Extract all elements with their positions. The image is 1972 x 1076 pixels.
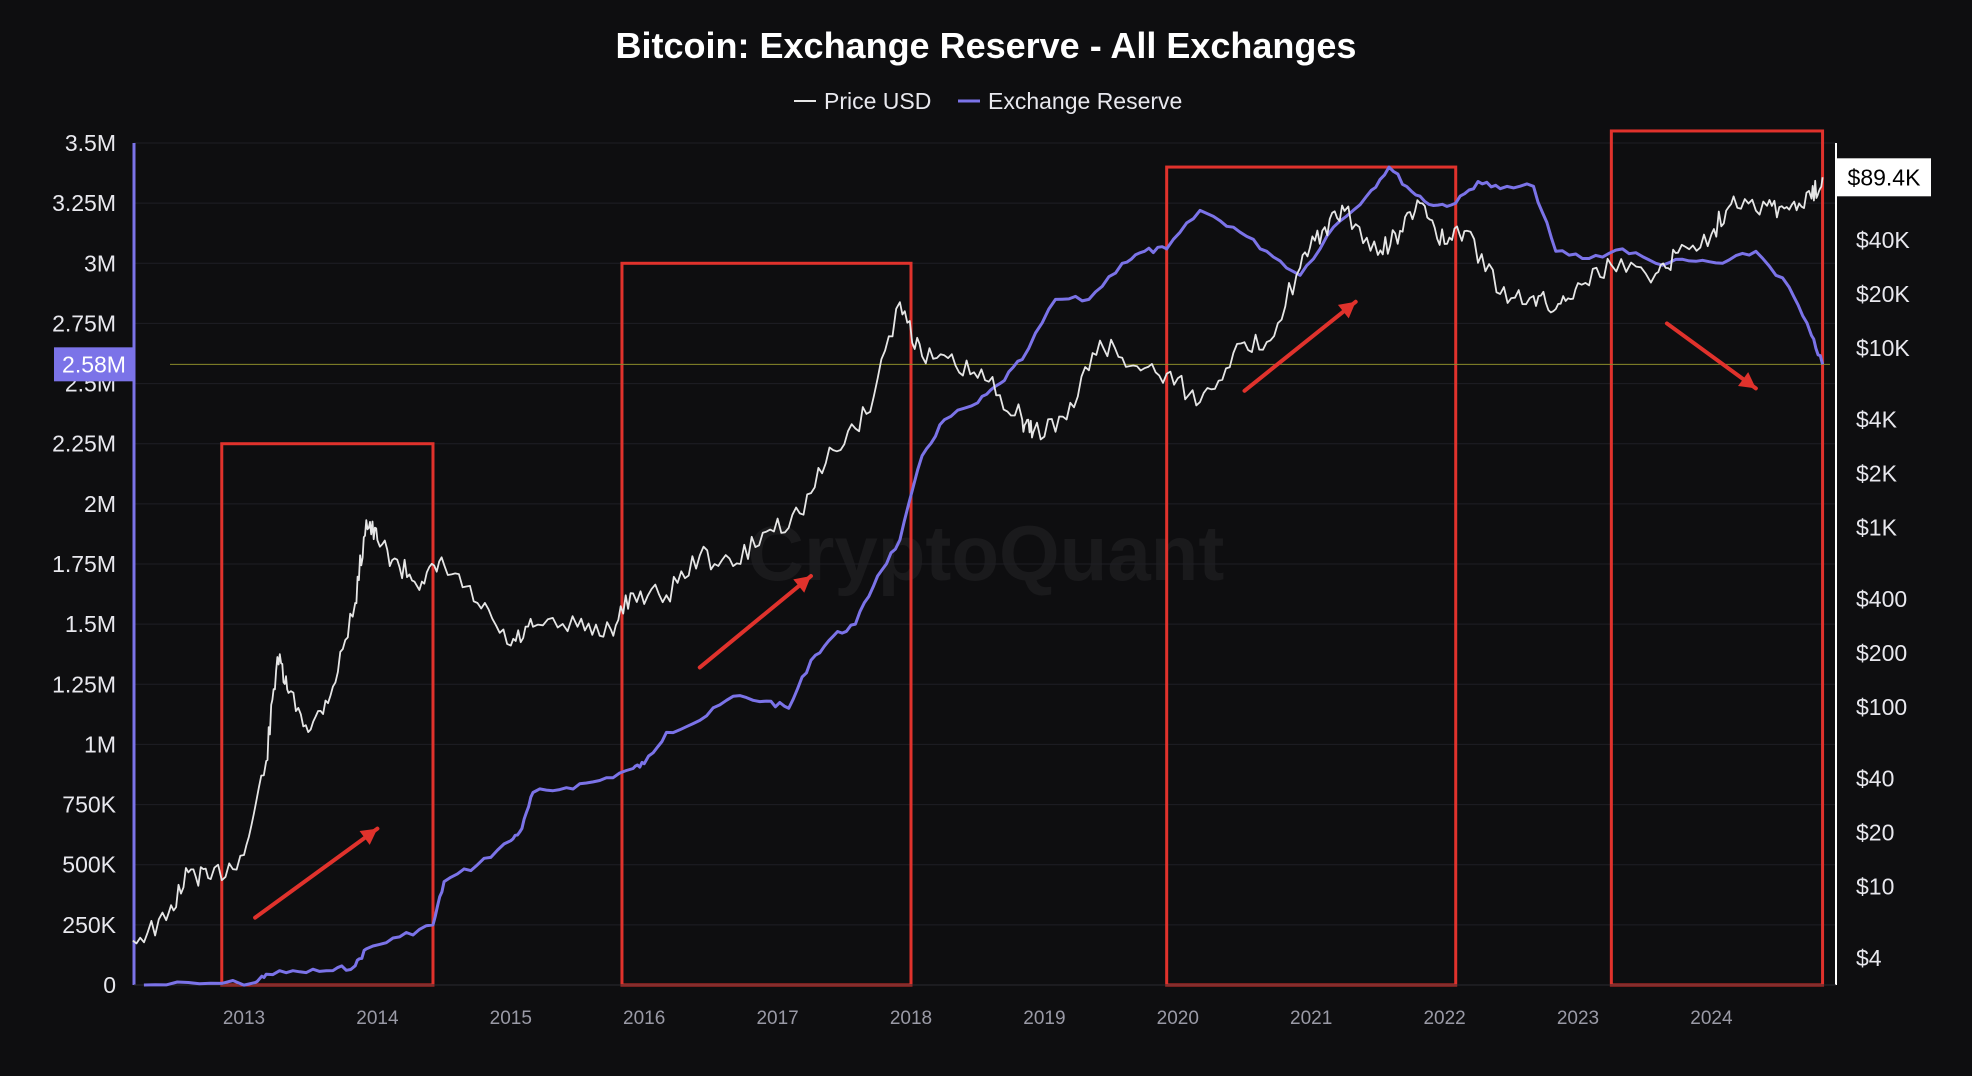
trend-arrows	[253, 299, 1758, 920]
arrow-head	[793, 576, 811, 593]
arrow-head	[359, 828, 378, 845]
right-axis-tick-label: $20	[1856, 820, 1894, 846]
right-axis-tick-label: $1K	[1856, 515, 1898, 541]
left-axis-tick-label: 3.25M	[52, 190, 116, 216]
left-axis-tick-label: 1M	[84, 731, 116, 757]
x-axis-ticks: 2013 2014 2015 2016 2017 2018 2019 2020 2021 2022…	[223, 1008, 1733, 1029]
arrow-shaft	[697, 574, 813, 670]
arrow-shaft	[1664, 321, 1758, 391]
left-axis-tick-label: 750K	[62, 792, 116, 818]
left-axis-tick-label: 1.5M	[65, 611, 116, 637]
x-axis-tick-label: 2014	[356, 1008, 399, 1029]
left-axis-tick-label: 2M	[84, 491, 116, 517]
chart-title: Bitcoin: Exchange Reserve - All Exchange…	[616, 25, 1357, 66]
legend-label-price[interactable]: Price USD	[824, 88, 931, 114]
left-badge-background	[54, 347, 134, 382]
x-axis-tick-label: 2023	[1557, 1008, 1599, 1029]
right-axis-tick-label: $40K	[1856, 227, 1910, 253]
x-axis-tick-label: 2019	[1023, 1008, 1065, 1029]
x-axis-tick-label: 2015	[490, 1008, 532, 1029]
x-axis-tick-label: 2020	[1157, 1008, 1199, 1029]
left-axis-tick-label: 2.75M	[52, 310, 116, 336]
arrow-head	[1337, 301, 1356, 319]
x-axis-tick-label: 2021	[1290, 1008, 1332, 1029]
left-axis-tick-label: 1.75M	[52, 551, 116, 577]
x-axis-tick-label: 2013	[223, 1008, 265, 1029]
left-axis-tick-label: 3.5M	[65, 130, 116, 156]
arrow-shaft	[253, 826, 380, 920]
right-axis-tick-label: $200	[1856, 640, 1907, 666]
x-axis-tick-label: 2024	[1690, 1008, 1733, 1029]
trend-arrow-up	[1242, 299, 1358, 393]
right-axis-tick-label: $4K	[1856, 407, 1898, 433]
right-axis-tick-label: $100	[1856, 694, 1907, 720]
right-current-value-badge: $89.4K	[1837, 158, 1931, 197]
right-axis-tick-label: $20K	[1856, 281, 1910, 307]
right-badge-background	[1837, 158, 1931, 197]
x-axis-tick-label: 2018	[890, 1008, 932, 1029]
left-axis-ticks: 0250K500K750K1M1.25M1.5M1.75M2M2.25M2.5M…	[52, 130, 117, 998]
right-badge-label: $89.4K	[1848, 164, 1922, 190]
series-line-exchange-reserve	[143, 165, 1825, 987]
right-axis-tick-label: $400	[1856, 586, 1907, 612]
x-axis-tick-label: 2017	[756, 1008, 798, 1029]
right-axis-ticks: $4 $10 $20 $40 $100 $200 $400 $1K $2K $4K $10K $20K…	[1856, 227, 1910, 971]
left-axis-tick-label: 0	[103, 972, 116, 998]
left-axis-tick-label: 1.25M	[52, 671, 116, 697]
x-axis-tick-label: 2022	[1423, 1008, 1465, 1029]
legend-label-reserve[interactable]: Exchange Reserve	[988, 88, 1182, 114]
right-axis-tick-label: $40	[1856, 766, 1894, 792]
left-badge-label: 2.58M	[62, 351, 126, 377]
right-axis-tick-label: $10K	[1856, 335, 1910, 361]
right-axis-tick-label: $4	[1856, 945, 1882, 971]
arrow-head	[1738, 372, 1756, 389]
watermark: CryptoQuant	[748, 509, 1225, 597]
trend-arrow-up	[253, 826, 380, 920]
trend-arrow-up	[697, 574, 813, 670]
x-axis-tick-label: 2016	[623, 1008, 665, 1029]
right-axis-tick-label: $10	[1856, 874, 1894, 900]
right-axis-tick-label: $2K	[1856, 461, 1898, 487]
legend: Price USD Exchange Reserve	[794, 88, 1182, 114]
trend-arrow-down	[1664, 321, 1758, 391]
left-axis-tick-label: 3M	[84, 250, 116, 276]
left-current-value-badge: 2.58M	[54, 347, 134, 382]
left-axis-tick-label: 2.25M	[52, 431, 116, 457]
series-line-price-usd	[132, 177, 1824, 945]
arrow-shaft	[1242, 299, 1358, 393]
left-axis-tick-label: 500K	[62, 852, 116, 878]
left-axis-tick-label: 250K	[62, 912, 116, 938]
